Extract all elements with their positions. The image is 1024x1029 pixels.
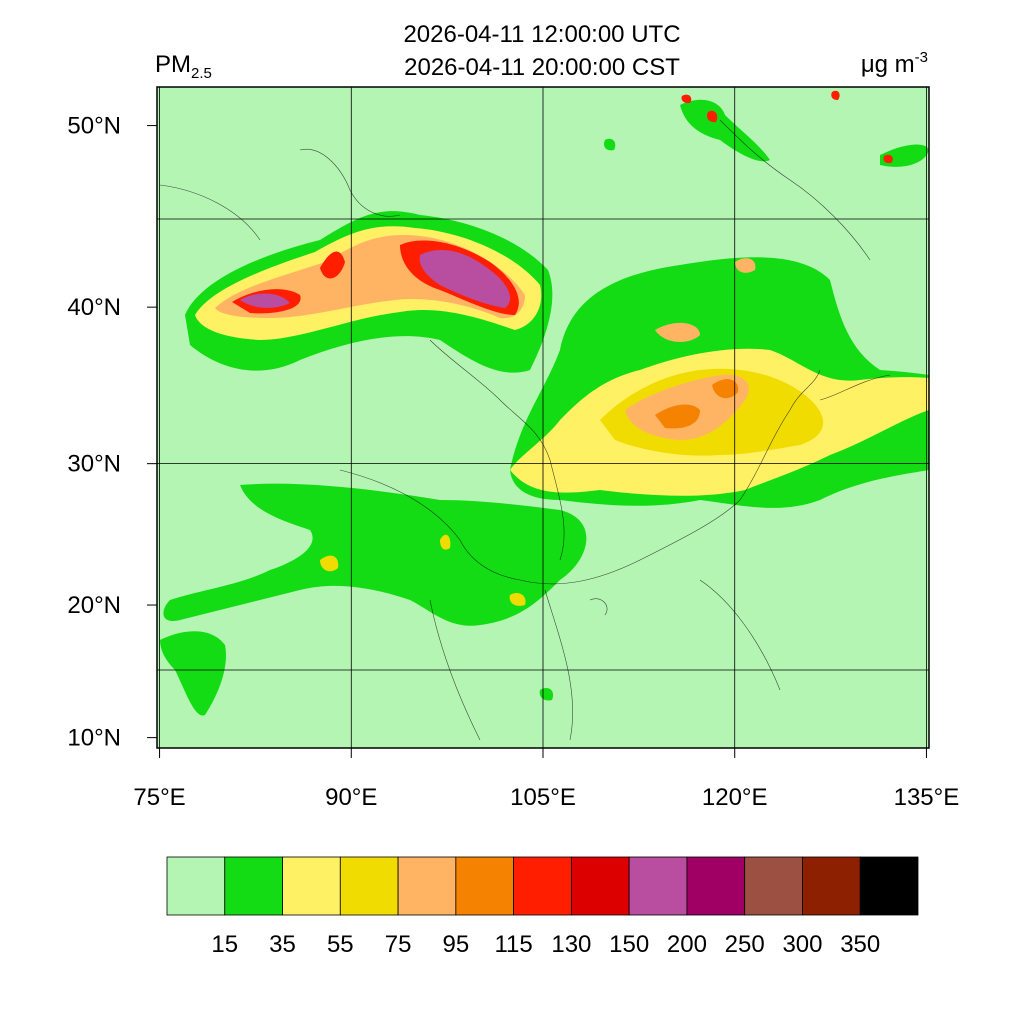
axes: 75°E 90°E 105°E 120°E 135°E 10°N 20°N 30°N 40°N 5… — [67, 86, 960, 811]
colorbar-box — [282, 856, 341, 916]
contour — [160, 631, 554, 716]
contour — [655, 258, 756, 342]
x-tick-label: 105°E — [510, 784, 576, 811]
x-tick-label: 75°E — [133, 784, 185, 811]
colorbar-label: 150 — [609, 931, 649, 958]
colorbar-label: 115 — [494, 931, 532, 958]
y-tick-label: 10°N — [67, 725, 121, 752]
x-tick-label: 120°E — [702, 784, 768, 811]
colorbar-label: 15 — [211, 931, 238, 958]
colorbar-label: 55 — [327, 931, 354, 958]
contour — [240, 250, 510, 308]
colorbar-label: 350 — [840, 931, 880, 958]
colorbar-label: 250 — [725, 931, 765, 958]
units-superscript: -3 — [915, 49, 928, 66]
colorbar-box — [859, 856, 919, 916]
colorbar-label: 130 — [551, 931, 591, 958]
colorbar-box — [686, 856, 746, 916]
colorbar-label: 95 — [442, 931, 469, 958]
colorbar-label: 300 — [782, 931, 822, 958]
colorbar-box — [339, 856, 399, 916]
variable-label: PM2.5 — [155, 51, 212, 82]
colorbar-label: 200 — [667, 931, 707, 958]
colorbar-box — [802, 856, 861, 916]
colorbar-box — [513, 856, 572, 916]
plot-frame — [156, 86, 930, 749]
colorbar-box — [455, 856, 515, 916]
y-tick-label: 50°N — [67, 113, 121, 140]
title-line: 2026-04-11 12:00:00 UTC — [403, 21, 680, 48]
y-tick-label: 30°N — [67, 451, 121, 478]
colorbar-box — [628, 856, 688, 916]
x-tick-label: 90°E — [325, 784, 377, 811]
units-label: μg m-3 — [861, 49, 928, 78]
colorbar-label: 75 — [385, 931, 412, 958]
variable-name: PM — [155, 51, 191, 78]
colorbar-label: 35 — [269, 931, 296, 958]
units-text: μg m — [861, 51, 915, 78]
colorbar: 15 35 55 75 95 115 130 150 200 250 300 350 — [166, 856, 919, 958]
colorbar-box — [397, 856, 457, 916]
colorbar-box — [744, 856, 803, 916]
colorbar-box — [166, 856, 226, 916]
colorbar-box — [570, 856, 630, 916]
title-line: 2026-04-11 20:00:00 CST — [404, 54, 680, 81]
contour — [655, 379, 739, 429]
y-tick-label: 40°N — [67, 294, 121, 321]
variable-subscript: 2.5 — [191, 65, 212, 82]
x-tick-label: 135°E — [894, 784, 960, 811]
colorbar-box — [224, 856, 283, 916]
y-tick-label: 20°N — [67, 592, 121, 619]
contour — [604, 99, 929, 167]
contour — [163, 483, 587, 626]
